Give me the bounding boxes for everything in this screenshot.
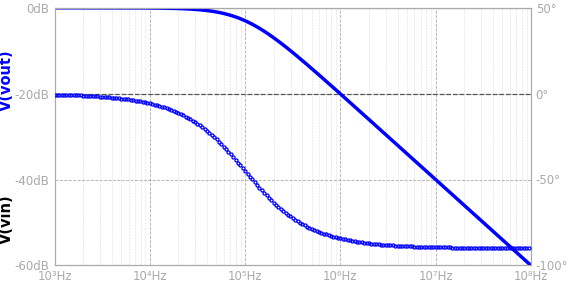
Text: V(vout): V(vout): [0, 49, 14, 111]
Text: V(vin): V(vin): [0, 194, 14, 244]
